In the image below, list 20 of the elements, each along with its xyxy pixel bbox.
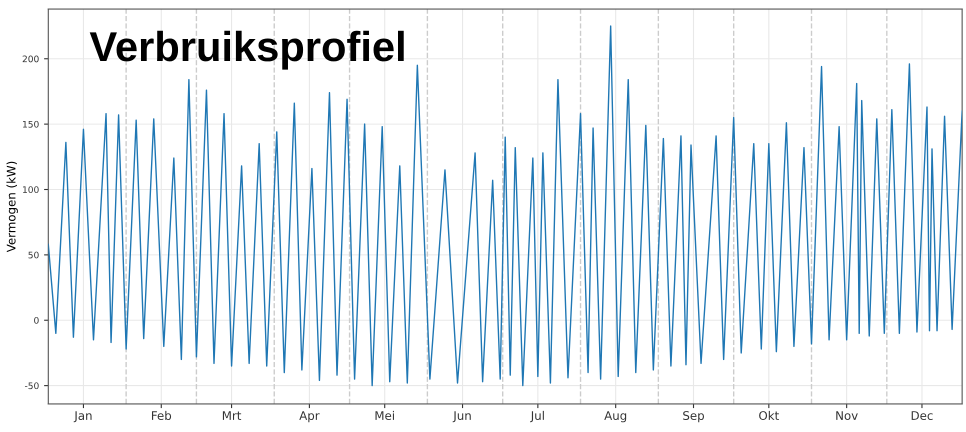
- x-tick-label: Mrt: [222, 411, 242, 420]
- y-tick-label: 0: [34, 316, 39, 324]
- x-tick-label: Okt: [759, 410, 779, 420]
- x-tick-label: Feb: [152, 410, 172, 420]
- y-axis-title: Vermogen (kW): [6, 162, 18, 252]
- x-tick-label: Apr: [299, 411, 320, 422]
- chart-title: Verbruiksprofiel: [90, 30, 404, 70]
- x-tick-label: Aug: [604, 411, 626, 422]
- x-tick-label: Jun: [452, 411, 471, 422]
- y-tick-label: 100: [23, 186, 39, 194]
- x-tick-label: Dec: [912, 411, 933, 420]
- y-tick-label: 200: [22, 55, 39, 62]
- x-tick-label: Jul: [530, 410, 544, 422]
- x-tick-label: Jan: [74, 411, 92, 422]
- y-tick-label: -50: [24, 382, 39, 390]
- x-tick-label: Sep: [683, 411, 704, 422]
- x-tick-label: Mei: [376, 410, 394, 420]
- x-tick-label: Nov: [836, 411, 858, 420]
- y-tick-label: 50: [28, 252, 39, 258]
- y-tick-label: 150: [23, 120, 39, 128]
